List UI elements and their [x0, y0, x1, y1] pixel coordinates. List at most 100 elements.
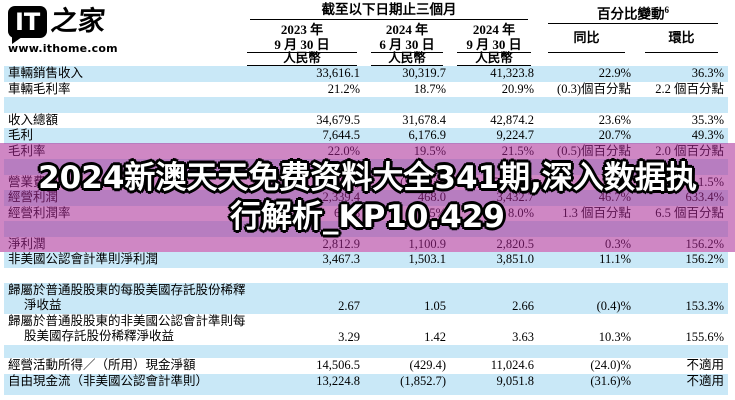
cell-2023-09-30: (5,305.1)	[314, 174, 360, 189]
cell-2024-09-30: (5,792.1)	[488, 174, 534, 189]
cell-qoq: 153.3%	[685, 299, 724, 313]
spacer-row	[4, 267, 728, 283]
cell-2024-09-30: 9,051.8	[496, 373, 535, 388]
cell-qoq: 155.6%	[685, 330, 724, 344]
cell-qoq: 36.3%	[691, 66, 724, 80]
cell-2024-09-30: 20.9%	[501, 81, 534, 96]
spacer-row	[4, 97, 728, 113]
cell-2024-06-30: 1.42	[424, 330, 446, 344]
cell-2024-06-30: (5,708.9)	[400, 174, 446, 189]
spacer-row	[4, 221, 728, 237]
table-row: 歸屬於普通股股東的每股美國存託股份稀釋 淨收益 2.67 1.05 2.66 (0.4)%…	[4, 283, 728, 314]
cell-2023-09-30: 3.29	[338, 330, 360, 344]
cell-2024-06-30: 468.0	[417, 190, 446, 204]
cell-qoq: 156.2%	[685, 252, 724, 266]
cell-2024-06-30: 19.5%	[413, 143, 446, 158]
cell-qoq: 2.2 個百分點	[655, 81, 724, 96]
footnote-marker: 6	[664, 5, 670, 15]
row-label: 自由現金流（非美國公認會計準則）	[8, 373, 209, 388]
cell-qoq: 35.3%	[691, 112, 724, 127]
cell-qoq: 49.3%	[691, 128, 724, 142]
cell-yoy: 23.6%	[598, 112, 631, 127]
col-header-qoq: 環比	[645, 20, 718, 53]
cell-2024-06-30: 1,503.1	[408, 252, 447, 266]
cell-qoq: 1.5%	[697, 174, 724, 189]
cell-qoq: 6.5 個百分點	[655, 205, 724, 220]
cell-qoq: 2.0 個百分點	[655, 143, 724, 158]
cell-2024-06-30: 18.7%	[413, 81, 446, 96]
table-row: 經營活動所得／（所用）現金淨額 14,506.5 (429.4) 11,024.6 (2…	[4, 358, 728, 374]
cell-yoy: 20.7%	[598, 128, 631, 142]
row-label: 非美國公認會計準則淨利潤	[8, 252, 159, 266]
table-row: 非美國公認會計準則淨利潤 3,467.3 1,503.1 3,851.0 11.1% 15…	[4, 252, 728, 268]
table-row: 車輛銷售收入 33,616.1 30,319.7 41,323.8 22.9% 36.3%	[4, 66, 728, 82]
cell-2023-09-30: 6.7%	[333, 205, 360, 220]
table-header-groups: 截至以下日期止三個月 百分比變動6	[4, 2, 728, 24]
cell-2023-09-30: 2,339.4	[322, 190, 361, 204]
cell-yoy: 9.2%	[604, 174, 631, 189]
cell-yoy: (0.3)個百分點	[557, 81, 631, 96]
cell-2024-06-30: 1,100.9	[408, 236, 447, 251]
cell-2023-09-30: 14,506.5	[316, 358, 360, 372]
cell-yoy: 1.3 個百分點	[562, 205, 631, 220]
table-header-currency: 人民幣 人民幣 人民幣	[4, 52, 728, 66]
cell-2024-09-30: 21.5%	[501, 143, 534, 158]
cell-yoy: (31.6)%	[590, 373, 631, 388]
cell-2024-09-30: 41,323.8	[490, 66, 534, 80]
cell-yoy: (0.5)個百分點	[557, 143, 631, 158]
cell-2024-09-30: 2.66	[512, 299, 534, 313]
table-row: 營業費用 (5,305.1) (5,708.9) (5,792.1) 9.2% 1.5%	[4, 174, 728, 190]
table-row: 毛利 7,644.5 6,176.9 9,224.7 20.7% 49.3%	[4, 128, 728, 144]
cell-2023-09-30: 33,616.1	[316, 66, 360, 80]
row-label: 經營利潤率	[8, 205, 71, 220]
cell-2024-09-30: 11,024.6	[490, 358, 534, 372]
ithome-logo-zh-text: 之家	[49, 6, 107, 37]
table-row: 車輛毛利率 21.2% 18.7% 20.9% (0.3)個百分點 2.2 個百分點	[4, 81, 728, 97]
cell-2023-09-30: 7,644.5	[322, 128, 361, 142]
cell-2023-09-30: 3,467.3	[322, 252, 361, 266]
table-row: 毛利率 22.0% 19.5% 21.5% (0.5)個百分點 2.0 個百分點	[4, 143, 728, 159]
cell-2024-06-30: 1.5%	[419, 205, 446, 220]
table-row: 自由現金流（非美國公認會計準則） 13,224.8 (1,852.7) 9,051.8…	[4, 373, 728, 389]
cell-2024-09-30: 2,820.5	[496, 236, 535, 251]
pct-group-title: 百分比變動6	[548, 2, 718, 24]
cell-qoq: 不適用	[686, 373, 724, 388]
cell-2023-09-30: 13,224.8	[316, 373, 360, 388]
cell-2024-06-30: (1,852.7)	[400, 373, 446, 388]
cell-2024-09-30: 3.63	[512, 330, 534, 344]
ithome-logo: IT 之家 www.ithome.com	[8, 6, 118, 55]
row-label: 淨利潤	[8, 236, 46, 251]
spacer-row	[4, 345, 728, 358]
spacer-row	[4, 159, 728, 175]
cell-2024-09-30: 42,874.2	[490, 112, 534, 127]
period-group-title: 截至以下日期止三個月	[250, 2, 528, 20]
table-row: 經營利潤率 6.7% 1.5% 8.0% 1.3 個百分點 6.5 個百分點	[4, 205, 728, 221]
cell-2023-09-30: 22.0%	[327, 143, 360, 158]
cell-yoy: (0.4)%	[596, 299, 631, 313]
ithome-logo-icon: IT	[8, 6, 48, 44]
table-row: 經營利潤 2,339.4 468.0 3,432.7 46.7% 633.4%	[4, 190, 728, 206]
cell-2024-09-30: 9,224.7	[496, 128, 535, 142]
cell-2023-09-30: 2,812.9	[322, 236, 361, 251]
speech-bubble-tail-icon	[12, 37, 22, 44]
currency-label: 人民幣	[247, 52, 357, 66]
cell-yoy: 0.3%	[604, 236, 631, 251]
table-row: 歸屬於普通股股東的非美國公認會計準則每 股美國存託股份稀釋淨收益 3.29 1.42 3…	[4, 314, 728, 345]
table-body: 車輛銷售收入 33,616.1 30,319.7 41,323.8 22.9% 36.3%…	[4, 66, 728, 395]
table-row: 收入總額 34,679.5 31,678.4 42,874.2 23.6% 35.3%	[4, 112, 728, 128]
ithome-logo-it-text: IT	[15, 8, 41, 36]
row-label: 車輛毛利率	[8, 81, 71, 96]
cell-2024-06-30: 1.05	[424, 299, 446, 313]
row-label: 營業費用	[8, 174, 59, 189]
row-label: 經營活動所得／（所用）現金淨額	[8, 358, 196, 372]
spacer-row	[4, 389, 728, 395]
table-row: 淨利潤 2,812.9 1,100.9 2,820.5 0.3% 156.2%	[4, 236, 728, 252]
pct-group-cell: 百分比變動6	[538, 2, 728, 24]
row-label: 歸屬於普通股股東的每股美國存託股份稀釋 淨收益	[8, 283, 246, 312]
cell-2024-06-30: 6,176.9	[408, 128, 447, 142]
